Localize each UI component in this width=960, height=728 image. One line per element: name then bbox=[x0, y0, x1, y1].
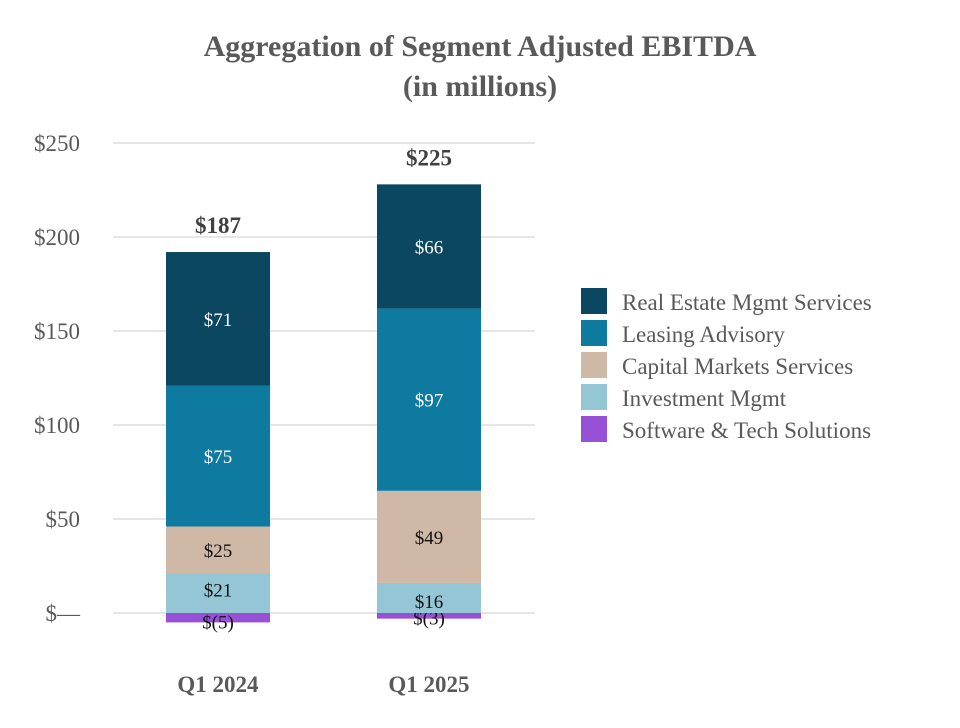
data-label: $66 bbox=[415, 237, 444, 258]
x-tick-label: Q1 2024 bbox=[177, 672, 259, 697]
legend-swatch bbox=[581, 384, 607, 410]
bar-segment bbox=[377, 613, 481, 619]
legend-swatch bbox=[581, 352, 607, 378]
legend-label: Real Estate Mgmt Services bbox=[622, 290, 872, 315]
data-label: $49 bbox=[415, 528, 444, 549]
y-tick-label: $200 bbox=[34, 225, 80, 250]
legend-label: Software & Tech Solutions bbox=[622, 418, 871, 443]
bar-segment bbox=[166, 613, 270, 623]
total-label: $225 bbox=[406, 145, 452, 170]
bar-segment bbox=[166, 573, 270, 613]
bar-segment bbox=[377, 490, 481, 583]
data-label: $75 bbox=[204, 447, 233, 468]
legend-swatch bbox=[581, 320, 607, 346]
bar-segment bbox=[377, 582, 481, 613]
y-tick-label: $50 bbox=[46, 507, 81, 532]
x-tick-label: Q1 2025 bbox=[388, 672, 469, 697]
legend-label: Investment Mgmt bbox=[622, 386, 787, 411]
bar-segment bbox=[166, 385, 270, 527]
y-tick-label: $100 bbox=[34, 413, 80, 438]
total-label: $187 bbox=[195, 213, 241, 238]
legend-label: Capital Markets Services bbox=[622, 354, 853, 379]
y-tick-label: $— bbox=[46, 601, 82, 626]
bar-segment bbox=[166, 252, 270, 386]
y-tick-label: $250 bbox=[34, 131, 80, 156]
data-label: $97 bbox=[415, 391, 444, 412]
legend-label: Leasing Advisory bbox=[622, 322, 785, 347]
data-label: $16 bbox=[415, 592, 444, 613]
legend-swatch bbox=[581, 288, 607, 314]
y-tick-label: $150 bbox=[34, 319, 80, 344]
bar-segment bbox=[377, 308, 481, 491]
bar-segment bbox=[377, 184, 481, 309]
chart-title: Aggregation of Segment Adjusted EBITDA bbox=[204, 30, 757, 63]
bar-segment bbox=[166, 526, 270, 574]
data-label: $21 bbox=[204, 580, 233, 601]
data-label: $71 bbox=[204, 310, 233, 331]
data-label: $(5) bbox=[202, 612, 234, 633]
legend-swatch bbox=[581, 416, 607, 442]
chart-subtitle: (in millions) bbox=[403, 70, 557, 103]
data-label: $25 bbox=[204, 541, 233, 562]
data-label: $(3) bbox=[413, 609, 445, 630]
